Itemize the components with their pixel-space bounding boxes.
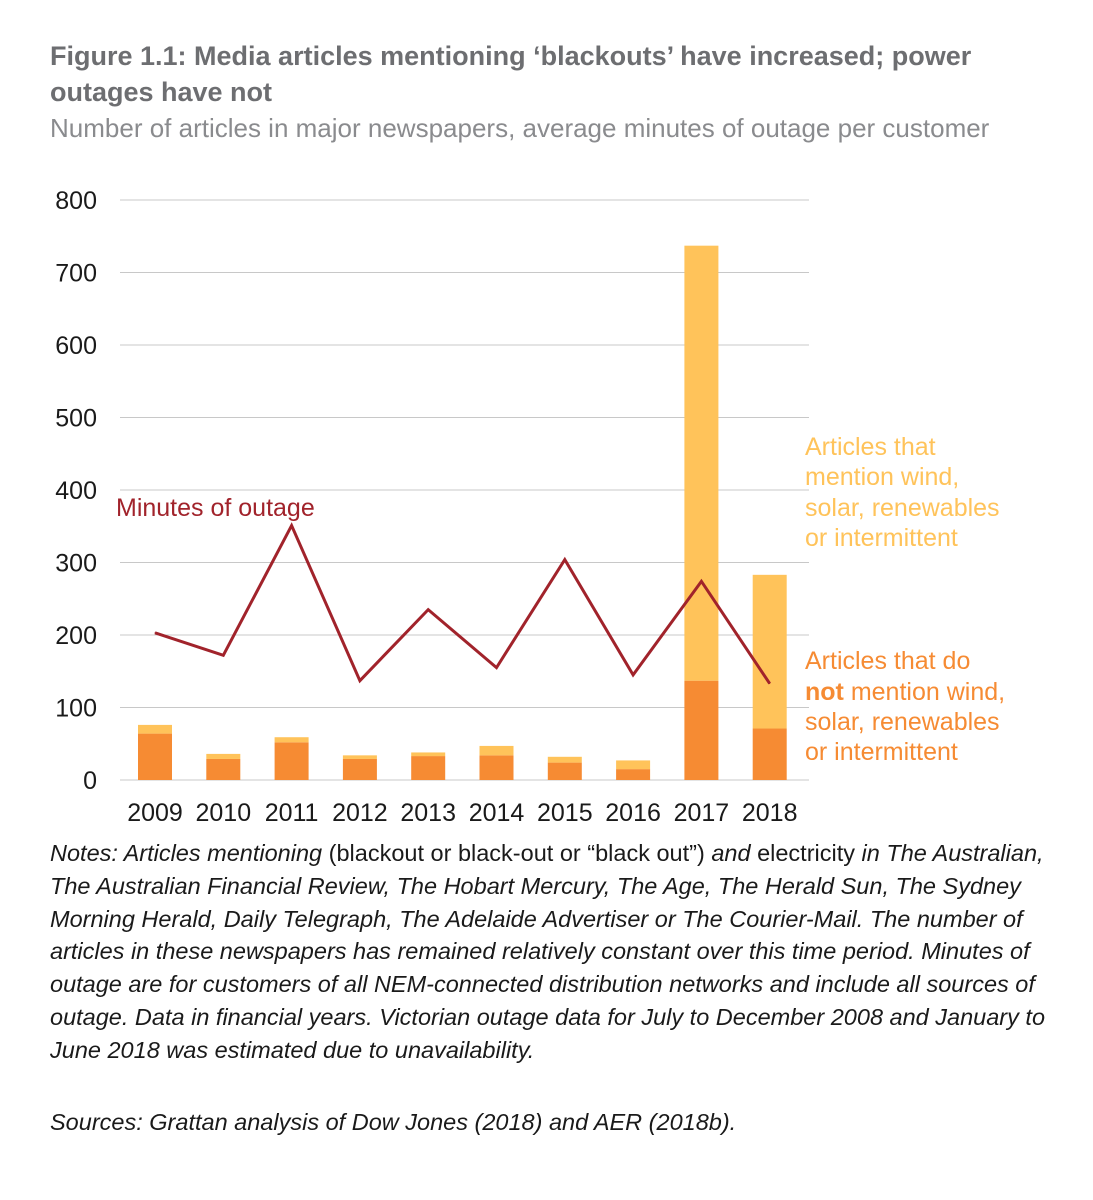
renewable-label-line: Articles that — [805, 433, 936, 461]
line-series-label: Minutes of outage — [116, 494, 315, 522]
notes-text: in The Australian, The Australian Financ… — [50, 840, 1046, 1063]
bar-non-renewable — [206, 758, 241, 780]
y-tick-label: 300 — [55, 550, 97, 578]
outage-line-series — [154, 522, 771, 685]
bar-renewable — [616, 760, 651, 770]
x-tick-label: 2013 — [400, 799, 456, 827]
renewable-series-label: Articles that mention wind, solar, renew… — [805, 433, 1007, 552]
non-renewable-label-bold: not — [805, 678, 845, 706]
outage-point — [632, 674, 634, 676]
notes-text: and — [711, 840, 751, 866]
notes-text: electricity — [750, 840, 862, 866]
outage-point — [154, 632, 156, 634]
renewable-label-line: solar, renewables — [805, 494, 1000, 522]
notes-text: (blackout or black-out or “black out”) — [322, 840, 712, 866]
outage-line — [154, 522, 771, 685]
non-renewable-label-line: solar, renewables — [805, 708, 1000, 736]
bar-non-renewable — [274, 742, 309, 780]
outage-point — [427, 609, 429, 611]
non-renewable-label-line: Articles that do — [805, 647, 970, 675]
y-tick-label: 800 — [55, 187, 97, 215]
notes-lead: Notes: Articles mentioning — [50, 840, 323, 866]
bar-renewable — [411, 752, 446, 757]
outage-point — [700, 580, 702, 582]
y-tick-label: 400 — [55, 477, 97, 505]
figure-title: Figure 1.1: Media articles mentioning ‘b… — [50, 41, 972, 107]
y-axis-ticks: 0 100 200 300 400 500 600 700 800 — [55, 187, 97, 795]
bar-renewable — [479, 745, 514, 756]
bar-renewable — [684, 245, 719, 681]
non-renewable-series-label: Articles that do not mention wind, solar… — [805, 647, 1012, 766]
x-tick-label: 2018 — [742, 799, 798, 827]
outage-point — [291, 525, 293, 527]
bar-non-renewable — [411, 756, 446, 780]
outage-point — [222, 654, 224, 656]
outage-point — [496, 667, 497, 669]
x-tick-label: 2010 — [195, 799, 251, 827]
figure-notes: Notes: Articles mentioning (blackout or … — [50, 837, 1060, 1067]
bar-renewable — [547, 756, 582, 763]
figure-subtitle: Number of articles in major newspapers, … — [50, 113, 990, 143]
outage-point — [564, 559, 566, 561]
x-tick-label: 2014 — [469, 799, 525, 827]
bar-renewable — [274, 737, 309, 743]
outage-point — [769, 683, 771, 685]
bar-non-renewable — [752, 728, 787, 780]
bar-renewable — [752, 574, 787, 729]
y-tick-label: 100 — [55, 695, 97, 723]
bar-non-renewable — [479, 755, 514, 780]
y-tick-label: 700 — [55, 260, 97, 288]
x-tick-label: 2009 — [127, 799, 183, 827]
non-renewable-label-line: or intermittent — [805, 738, 958, 766]
renewable-label-line: or intermittent — [805, 524, 958, 552]
x-axis-ticks: 2009 2010 2011 2012 2013 2014 2015 2016 2017 2018 — [127, 799, 797, 827]
bar-renewable — [206, 753, 241, 759]
x-tick-label: 2015 — [537, 799, 593, 827]
bar-non-renewable — [138, 733, 172, 780]
renewable-label-line: mention wind, — [805, 463, 959, 491]
bar-non-renewable — [616, 769, 651, 780]
bar-non-renewable — [684, 680, 719, 780]
non-renewable-label-line: mention wind, — [844, 678, 1005, 706]
x-tick-label: 2016 — [605, 799, 661, 827]
y-tick-label: 0 — [83, 767, 97, 795]
bar-non-renewable — [547, 762, 582, 780]
y-tick-label: 500 — [55, 405, 97, 433]
x-tick-label: 2012 — [332, 799, 388, 827]
outage-point — [359, 680, 361, 682]
bar-non-renewable — [342, 758, 377, 780]
x-tick-label: 2011 — [265, 799, 319, 827]
figure-sources: Sources: Grattan analysis of Dow Jones (… — [50, 1109, 737, 1135]
bars — [138, 245, 787, 780]
y-tick-label: 600 — [55, 332, 97, 360]
bar-renewable — [138, 724, 172, 734]
x-tick-label: 2017 — [674, 799, 730, 827]
y-tick-label: 200 — [55, 622, 97, 650]
bar-renewable — [342, 755, 377, 759]
